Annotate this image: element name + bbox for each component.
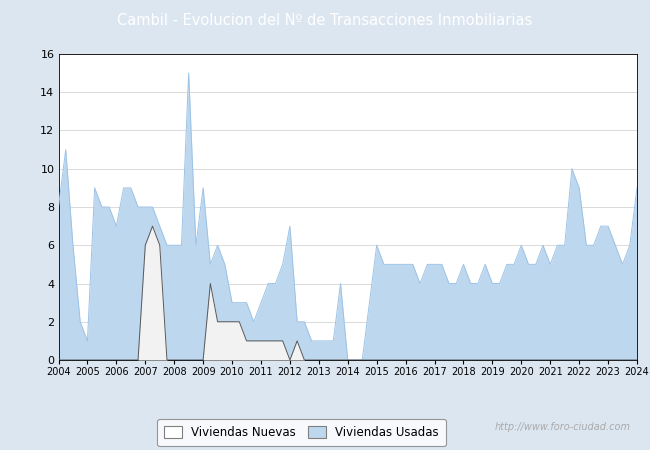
Text: http://www.foro-ciudad.com: http://www.foro-ciudad.com bbox=[495, 422, 630, 432]
Legend: Viviendas Nuevas, Viviendas Usadas: Viviendas Nuevas, Viviendas Usadas bbox=[157, 418, 446, 446]
Text: Cambil - Evolucion del Nº de Transacciones Inmobiliarias: Cambil - Evolucion del Nº de Transaccion… bbox=[118, 13, 532, 28]
